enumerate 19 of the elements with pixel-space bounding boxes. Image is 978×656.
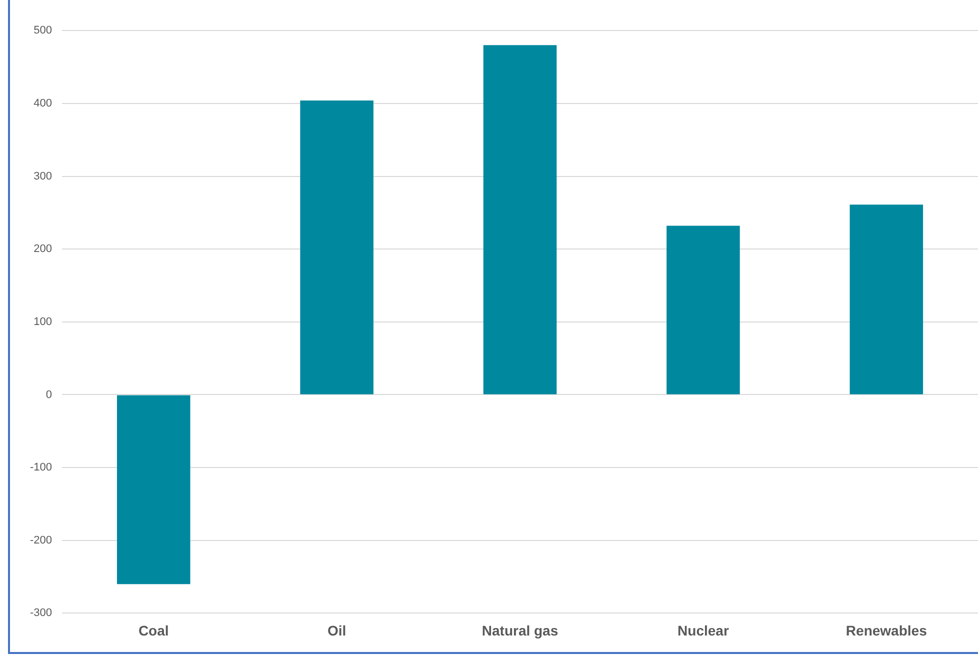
x-tick-label: Coal: [138, 622, 169, 638]
x-tick-label: Nuclear: [678, 622, 730, 638]
y-tick-label: 500: [34, 24, 52, 37]
x-tick-label: Natural gas: [482, 622, 558, 638]
bar: [483, 45, 557, 394]
y-tick-label: 200: [34, 243, 52, 256]
bar: [850, 204, 924, 394]
y-tick-label: 0: [46, 388, 52, 401]
y-tick-label: -200: [30, 534, 52, 546]
y-tick-label: 100: [34, 316, 52, 328]
bar: [300, 100, 374, 394]
bar: [116, 395, 190, 584]
x-tick-label: Renewables: [846, 622, 928, 638]
y-tick-label: 300: [34, 170, 52, 182]
bar: [666, 226, 740, 394]
x-tick-label: Oil: [327, 622, 346, 638]
y-tick-label: 400: [34, 97, 52, 110]
y-tick-label: -300: [30, 607, 52, 620]
y-tick-label: -100: [30, 462, 52, 474]
